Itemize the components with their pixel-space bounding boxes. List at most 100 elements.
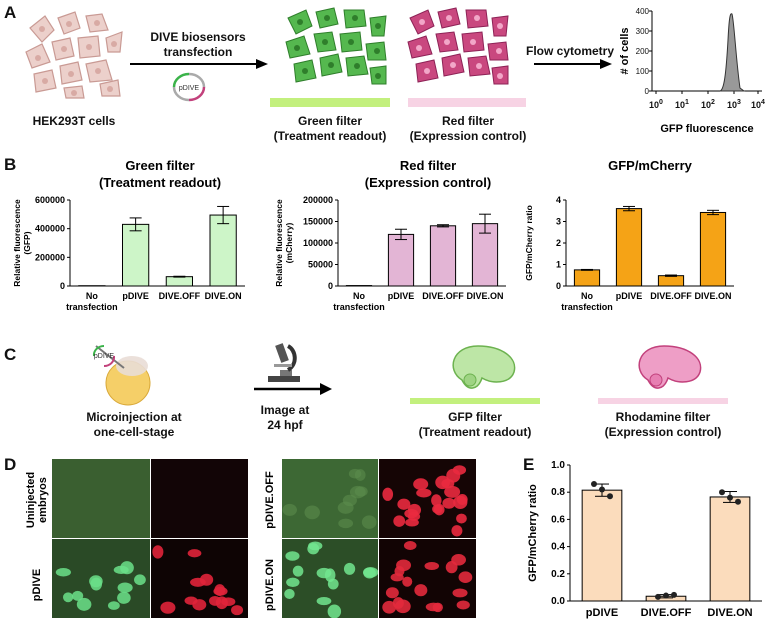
embryo-signal xyxy=(451,554,466,565)
y-tick-label: 4 xyxy=(556,195,561,205)
embryo-signal xyxy=(293,566,304,577)
chart-ylabel-line1: GFP/mCherry ratio xyxy=(524,205,534,281)
x-tick-label: DIVE.ON xyxy=(205,291,242,301)
microinjection-label-line1: Microinjection at xyxy=(64,410,204,425)
svg-text:104: 104 xyxy=(751,99,765,110)
data-point xyxy=(663,593,669,599)
uninjected-row-label: Uninjected embryos xyxy=(22,460,52,540)
x-tick-label: DIVE.OFF xyxy=(650,291,692,301)
bar xyxy=(582,490,622,601)
chart-ylabel-line1: Relative fluorescence xyxy=(274,199,284,287)
svg-text:102: 102 xyxy=(701,99,715,110)
gfp-filter-label-line1: GFP filter xyxy=(400,410,550,425)
transfection-label-line1: DIVE biosensors xyxy=(128,30,268,45)
image-time-label-line1: Image at xyxy=(250,403,320,418)
embryo-signal xyxy=(152,545,163,558)
y-tick-label: 200000 xyxy=(303,195,333,205)
embryo-signal xyxy=(386,587,399,598)
embryo-signal xyxy=(349,469,361,479)
svg-text:100: 100 xyxy=(649,99,663,110)
bar xyxy=(574,270,599,286)
data-point xyxy=(599,486,605,492)
x-tick-label: pDIVE xyxy=(616,291,643,301)
embryo-signal xyxy=(404,541,417,550)
microscope-icon xyxy=(262,340,306,384)
rhodamine-filter-bar xyxy=(598,398,728,404)
ratio-chart: GFP/mCherry ratio0.00.20.40.60.81.0pDIVE… xyxy=(527,460,762,619)
micrograph-pdive-off-gfp xyxy=(282,459,378,538)
panel-b-charts: Green filter(Treatment readout)Relative … xyxy=(0,150,765,325)
embryo-signal xyxy=(56,568,71,577)
rhodamine-filter-label-line2: (Expression control) xyxy=(588,425,738,440)
embryo-signal xyxy=(395,600,411,614)
plasmid-label: pDIVE xyxy=(179,85,200,92)
embryo-signal xyxy=(451,525,462,536)
y-tick-label: 0.8 xyxy=(551,487,565,498)
embryo-signal xyxy=(108,601,120,610)
embryo-signal xyxy=(394,566,404,576)
pdive-on-row-label: pDIVE.ON xyxy=(255,545,285,625)
embryo-signal xyxy=(355,486,368,496)
x-tick-label: DIVE.OFF xyxy=(422,291,464,301)
embryo-signal xyxy=(363,567,378,577)
data-point xyxy=(735,499,741,505)
embryo-signal xyxy=(307,543,319,554)
embryo-signal xyxy=(77,598,92,611)
x-tick-label: DIVE.OFF xyxy=(159,291,201,301)
red-filter-bar xyxy=(408,98,526,107)
y-tick-label: 0.2 xyxy=(551,569,565,580)
embryo-signal xyxy=(382,488,393,501)
embryo-signal xyxy=(459,571,473,583)
embryo-signal xyxy=(213,587,227,596)
bar-chart-1: Green filter(Treatment readout)Relative … xyxy=(12,158,245,312)
bar xyxy=(210,215,236,286)
embryo-signal xyxy=(444,486,460,498)
embryo-signal xyxy=(160,602,175,614)
micrograph-pdive-on-rhodamine xyxy=(379,539,476,618)
x-tick-label: pDIVE xyxy=(586,607,618,619)
x-tick-label: No xyxy=(86,291,98,301)
embryo-signal xyxy=(405,518,419,526)
panel-a-letter: A xyxy=(4,3,16,23)
microinjection-label-line2: one-cell-stage xyxy=(64,425,204,440)
y-tick-label: 0 xyxy=(328,281,333,291)
embryo-microinjection-illustration: pDIVE xyxy=(88,338,168,408)
x-tick-label: No xyxy=(581,291,593,301)
green-filter-label-line1: Green filter xyxy=(262,114,398,129)
embryo-signal xyxy=(382,601,396,614)
y-tick-label: 0.0 xyxy=(551,596,565,607)
x-tick-label: pDIVE xyxy=(388,291,415,301)
hek293t-cells-illustration xyxy=(20,8,126,100)
data-point xyxy=(671,592,677,598)
embryo-signal xyxy=(188,549,202,557)
flow-cytometry-arrow xyxy=(532,58,614,70)
chart-title-line1: Red filter xyxy=(400,158,456,173)
red-filter-label-line2: (Expression control) xyxy=(398,129,538,144)
embryo-signal xyxy=(413,478,428,490)
svg-text:101: 101 xyxy=(675,99,689,110)
data-point xyxy=(655,594,661,600)
x-tick-label-line2: transfection xyxy=(333,302,385,312)
svg-text:Uninjected: Uninjected xyxy=(25,472,37,528)
imaging-arrow xyxy=(252,383,334,395)
bar xyxy=(710,497,750,601)
y-tick-label: 0 xyxy=(60,281,65,291)
chart-title-line2: (Expression control) xyxy=(365,175,491,190)
embryo-signal xyxy=(114,566,129,574)
bar xyxy=(123,224,149,286)
embryo-signal xyxy=(338,519,353,528)
x-tick-label: DIVE.ON xyxy=(466,291,503,301)
hist-ytick: 0 xyxy=(645,87,650,96)
pdive-off-row-label: pDIVE.OFF xyxy=(255,460,285,540)
gfp-filter-label-line2: (Treatment readout) xyxy=(400,425,550,440)
bar xyxy=(658,276,683,286)
embryo-signal xyxy=(89,575,103,587)
micrograph-uninjected-rhodamine xyxy=(151,459,248,538)
embryo-signal xyxy=(452,588,467,597)
bar xyxy=(388,234,413,286)
y-tick-label: 2 xyxy=(556,238,561,248)
embryo-signal xyxy=(416,488,431,497)
y-tick-label: 50000 xyxy=(308,260,333,270)
embryo-signal xyxy=(433,603,443,612)
pdive-label-c: pDIVE xyxy=(94,353,115,360)
